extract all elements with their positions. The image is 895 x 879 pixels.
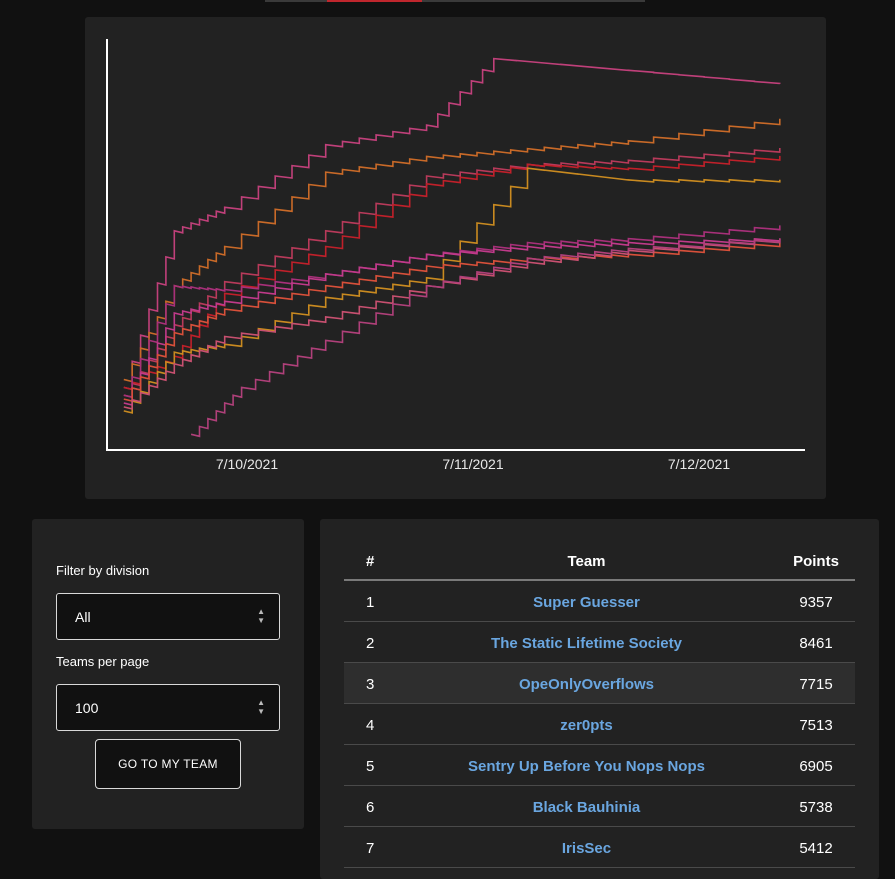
rank-cell: 4 [366, 717, 375, 734]
x-tick-label: 7/12/2021 [668, 456, 730, 472]
table-row: 7 IrisSec 5412 [344, 827, 855, 868]
team-link[interactable]: Black Bauhinia [532, 799, 641, 816]
points-cell: 9357 [799, 594, 833, 611]
rank-cell: 3 [366, 676, 375, 693]
table-row: 4 zer0pts 7513 [344, 704, 855, 745]
score-series-line-7 [123, 238, 781, 407]
points-cell: 5738 [799, 799, 833, 816]
score-series-line-4 [123, 155, 781, 391]
table-row: 5 Sentry Up Before You Nops Nops 6905 [344, 745, 855, 786]
rank-cell: 2 [366, 635, 375, 652]
points-cell: 6905 [799, 758, 833, 775]
rank-cell: 7 [366, 840, 375, 857]
filter-panel: Filter by division All ▲ ▼ Teams per page… [32, 519, 304, 829]
team-link[interactable]: The Static Lifetime Society [491, 635, 682, 652]
table-row: 2 The Static Lifetime Society 8461 [344, 622, 855, 663]
select-arrows-icon: ▲ ▼ [257, 607, 265, 625]
scoreboard-table: # Team Points 1 Super Guesser 9357 2 The… [344, 539, 855, 868]
division-select[interactable]: All ▲ ▼ [56, 593, 280, 640]
score-series-line-8 [123, 242, 781, 403]
team-link[interactable]: Super Guesser [533, 594, 640, 611]
table-row: 3 OpeOnlyOverflows 7715 [344, 663, 855, 704]
scoreboard-panel: # Team Points 1 Super Guesser 9357 2 The… [320, 519, 879, 879]
select-arrows-icon: ▲ ▼ [257, 698, 265, 716]
rank-cell: 5 [366, 758, 375, 775]
score-series-line-10 [190, 238, 781, 438]
table-row: 6 Black Bauhinia 5738 [344, 786, 855, 827]
x-tick-labels: 7/10/2021 7/11/2021 7/12/2021 [216, 456, 730, 472]
score-graph: 7/10/2021 7/11/2021 7/12/2021 [106, 39, 805, 472]
team-link[interactable]: IrisSec [561, 840, 612, 857]
score-series-line-9 [123, 238, 781, 410]
x-tick-label: 7/10/2021 [216, 456, 278, 472]
per-page-select-value: 100 [75, 700, 99, 716]
points-column-header: Points [793, 553, 839, 570]
points-cell: 7513 [799, 717, 833, 734]
score-series-line-3 [123, 148, 781, 399]
score-series-line-2 [123, 118, 781, 383]
points-cell: 7715 [799, 676, 833, 693]
per-page-select[interactable]: 100 ▲ ▼ [56, 684, 280, 731]
x-tick-label: 7/11/2021 [442, 456, 503, 472]
series-lines [123, 57, 781, 438]
rank-cell: 1 [366, 594, 375, 611]
score-series-line-5 [123, 167, 781, 414]
table-row: 1 Super Guesser 9357 [344, 581, 855, 622]
score-graph-card: 7/10/2021 7/11/2021 7/12/2021 [85, 17, 826, 499]
points-cell: 8461 [799, 635, 833, 652]
active-tab-indicator [327, 0, 422, 2]
table-header: # Team Points [344, 539, 855, 581]
division-select-value: All [75, 609, 91, 625]
team-link[interactable]: OpeOnlyOverflows [518, 676, 655, 693]
points-cell: 5412 [799, 840, 833, 857]
team-link[interactable]: zer0pts [560, 717, 613, 734]
rank-column-header: # [366, 553, 375, 570]
top-nav-strip [265, 0, 645, 2]
go-to-my-team-button[interactable]: GO TO MY TEAM [95, 739, 241, 789]
score-series-line-1 [123, 57, 781, 391]
per-page-label: Teams per page [56, 654, 150, 669]
division-filter-label: Filter by division [56, 563, 150, 578]
team-link[interactable]: Sentry Up Before You Nops Nops [468, 758, 705, 775]
team-column-header: Team [567, 553, 606, 570]
rank-cell: 6 [366, 799, 375, 816]
